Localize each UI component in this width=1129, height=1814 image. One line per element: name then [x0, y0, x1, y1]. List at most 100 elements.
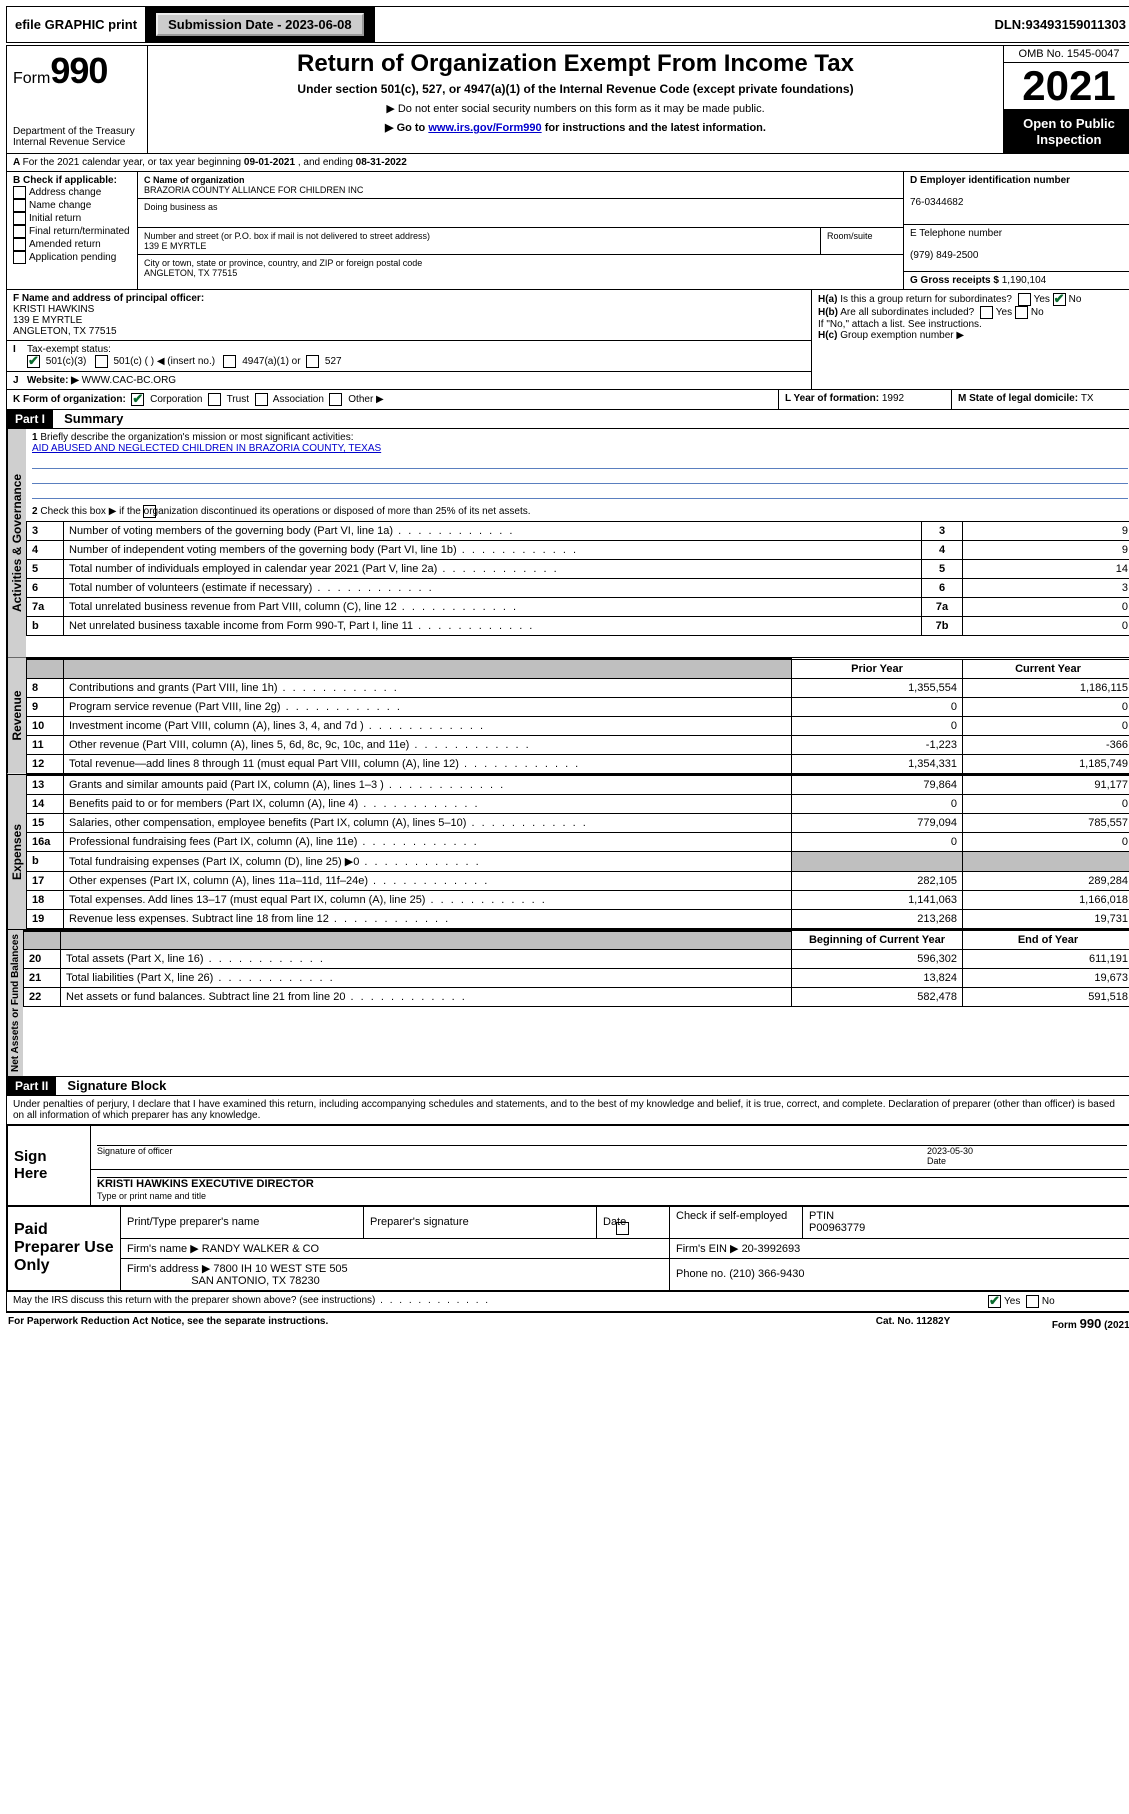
- sig-officer-label: Signature of officer: [97, 1146, 927, 1166]
- part2-title: Signature Block: [59, 1076, 174, 1095]
- title-right: OMB No. 1545-0047 2021 Open to Public In…: [1003, 46, 1129, 153]
- discuss-text: May the IRS discuss this return with the…: [13, 1295, 988, 1308]
- paid-preparer-label: Paid Preparer Use Only: [8, 1206, 121, 1290]
- top-bar: efile GRAPHIC print Submission Date - 20…: [6, 6, 1129, 43]
- subtitle-2b: ▶ Go to www.irs.gov/Form990 for instruct…: [156, 121, 995, 134]
- dept-treasury: Department of the Treasury: [13, 126, 141, 137]
- box-b-label: B Check if applicable:: [13, 175, 131, 186]
- vtab-netassets: Net Assets or Fund Balances: [7, 930, 23, 1076]
- dln-cell: DLN: 93493159011303: [986, 7, 1129, 42]
- box-f: F Name and address of principal officer:…: [7, 290, 811, 340]
- box-c-name: C Name of organization BRAZORIA COUNTY A…: [138, 172, 903, 199]
- chk-self-employed[interactable]: [616, 1222, 629, 1235]
- box-d: D Employer identification number 76-0344…: [904, 172, 1129, 225]
- form-foot: Form 990 (2021): [993, 1316, 1129, 1331]
- irs-label: Internal Revenue Service: [13, 137, 141, 148]
- mission-text: AID ABUSED AND NEGLECTED CHILDREN IN BRA…: [32, 443, 381, 454]
- chk-assoc[interactable]: [255, 393, 268, 406]
- sig-date-label: Date: [927, 1156, 1127, 1166]
- paid-preparer-table: Paid Preparer Use Only Print/Type prepar…: [7, 1206, 1129, 1291]
- box-deg: D Employer identification number 76-0344…: [904, 172, 1129, 289]
- part2-header: Part II Signature Block: [7, 1077, 1129, 1096]
- line-a: A For the 2021 calendar year, or tax yea…: [7, 154, 1129, 172]
- chk-4947[interactable]: [223, 355, 236, 368]
- line-k: K Form of organization: Corporation Trus…: [7, 390, 779, 409]
- klm-row: K Form of organization: Corporation Trus…: [7, 390, 1129, 410]
- line-i: I Tax-exempt status: 501(c)(3) 501(c) ( …: [7, 341, 811, 372]
- officer-name: KRISTI HAWKINS EXECUTIVE DIRECTOR: [97, 1178, 314, 1190]
- submission-cell: Submission Date - 2023-06-08: [146, 7, 375, 42]
- line-hb: H(b) Are all subordinates included? Yes …: [818, 306, 1128, 319]
- line-hc: H(c) Group exemption number ▶: [818, 330, 1128, 341]
- prep-name-cell: Print/Type preparer's name: [121, 1206, 364, 1238]
- firm-name-cell: Firm's name ▶ RANDY WALKER & CO: [121, 1238, 670, 1258]
- firm-ein-cell: Firm's EIN ▶ 20-3992693: [670, 1238, 1129, 1258]
- rev-table: Prior YearCurrent Year8Contributions and…: [26, 658, 1129, 774]
- form-number: Form990: [13, 50, 141, 92]
- gov-table: 3Number of voting members of the governi…: [26, 521, 1129, 636]
- submission-button[interactable]: Submission Date - 2023-06-08: [156, 13, 364, 36]
- vtab-governance: Activities & Governance: [7, 429, 26, 657]
- chk-ha-no[interactable]: [1053, 293, 1066, 306]
- box-b: B Check if applicable: Address change Na…: [7, 172, 138, 289]
- section-revenue: Revenue Prior YearCurrent Year8Contribut…: [7, 658, 1129, 775]
- sig-date: 2023-05-30: [927, 1146, 1127, 1156]
- box-c-dba: Doing business as: [138, 199, 903, 228]
- box-f-row: F Name and address of principal officer:…: [7, 290, 811, 341]
- chk-app-pending[interactable]: Application pending: [13, 251, 131, 264]
- chk-corp[interactable]: [131, 393, 144, 406]
- section-netassets: Net Assets or Fund Balances Beginning of…: [7, 930, 1129, 1077]
- chk-hb-yes[interactable]: [980, 306, 993, 319]
- title-mid: Return of Organization Exempt From Incom…: [148, 46, 1003, 153]
- box-c-city: City or town, state or province, country…: [138, 255, 903, 281]
- box-c-street-row: Number and street (or P.O. box if mail i…: [138, 228, 903, 255]
- form-container: Form990 Department of the Treasury Inter…: [6, 45, 1129, 1313]
- irs-link[interactable]: www.irs.gov/Form990: [428, 122, 541, 134]
- line-j: J Website: ▶ WWW.CAC-BC.ORG: [7, 372, 811, 389]
- chk-address-change[interactable]: Address change: [13, 186, 131, 199]
- firm-phone-cell: Phone no. (210) 366-9430: [670, 1258, 1129, 1290]
- header-info-row: B Check if applicable: Address change Na…: [7, 172, 1129, 290]
- chk-discuss-no[interactable]: [1026, 1295, 1039, 1308]
- ptin-cell: PTINP00963779: [803, 1206, 1129, 1238]
- tax-year: 2021: [1004, 63, 1129, 110]
- chk-initial-return[interactable]: Initial return: [13, 212, 131, 225]
- prep-sig-cell: Preparer's signature: [364, 1206, 597, 1238]
- discuss-row: May the IRS discuss this return with the…: [7, 1291, 1129, 1312]
- chk-amended[interactable]: Amended return: [13, 238, 131, 251]
- cat-no: Cat. No. 11282Y: [833, 1316, 993, 1331]
- omb-number: OMB No. 1545-0047: [1004, 46, 1129, 63]
- subtitle-1: Under section 501(c), 527, or 4947(a)(1)…: [156, 82, 995, 96]
- chk-discuss-yes[interactable]: [988, 1295, 1001, 1308]
- efile-label: efile GRAPHIC print: [15, 17, 137, 32]
- box-h: H(a) Is this a group return for subordin…: [812, 290, 1129, 389]
- chk-other[interactable]: [329, 393, 342, 406]
- chk-ha-yes[interactable]: [1018, 293, 1031, 306]
- line-m: M State of legal domicile: TX: [952, 390, 1129, 409]
- chk-discontinued[interactable]: [143, 505, 156, 518]
- part2-bar: Part II: [7, 1077, 56, 1095]
- box-c-room: Room/suite: [821, 228, 903, 254]
- main-title: Return of Organization Exempt From Incom…: [156, 50, 995, 78]
- open-public: Open to Public Inspection: [1004, 110, 1129, 153]
- title-block: Form990 Department of the Treasury Inter…: [7, 46, 1129, 154]
- prep-date-cell: Date: [597, 1206, 670, 1238]
- subtitle-2a: ▶ Do not enter social security numbers o…: [156, 102, 995, 115]
- sign-here-table: Sign Here Signature of officer 2023-05-3…: [7, 1125, 1129, 1206]
- footer-row: For Paperwork Reduction Act Notice, see …: [6, 1313, 1129, 1334]
- box-e: E Telephone number (979) 849-2500: [904, 225, 1129, 272]
- chk-527[interactable]: [306, 355, 319, 368]
- chk-trust[interactable]: [208, 393, 221, 406]
- chk-hb-no[interactable]: [1015, 306, 1028, 319]
- chk-name-change[interactable]: Name change: [13, 199, 131, 212]
- prep-se-cell: Check if self-employed: [670, 1206, 803, 1238]
- line-2: 2 Check this box ▶ if the organization d…: [26, 502, 1129, 521]
- part1-bar: Part I: [7, 410, 53, 428]
- line-l: L Year of formation: 1992: [779, 390, 952, 409]
- chk-501c3[interactable]: [27, 355, 40, 368]
- chk-final-return[interactable]: Final return/terminated: [13, 225, 131, 238]
- type-name-label: Type or print name and title: [97, 1191, 206, 1201]
- box-g: G Gross receipts $ 1,190,104: [904, 272, 1129, 289]
- chk-501c[interactable]: [95, 355, 108, 368]
- net-table: Beginning of Current YearEnd of Year20To…: [23, 930, 1129, 1008]
